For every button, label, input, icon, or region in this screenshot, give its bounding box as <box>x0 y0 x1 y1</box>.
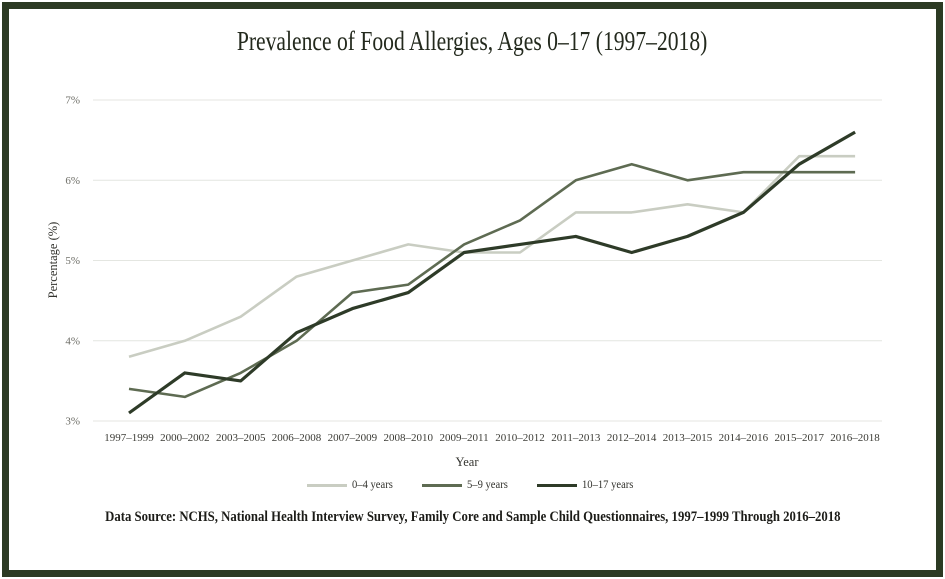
legend-item-0-4-years: 0–4 years <box>306 479 396 491</box>
x-tick-label: 2008–2010 <box>384 432 434 444</box>
legend-line-swatch <box>422 483 463 487</box>
legend-line-swatch <box>306 483 347 487</box>
x-tick-label: 2014–2016 <box>719 432 769 444</box>
y-axis-label: Percentage (%) <box>46 222 60 299</box>
x-tick-label: 2016–2018 <box>830 432 880 444</box>
series-line-10-17-years <box>128 130 856 415</box>
x-tick-label: 2012–2014 <box>607 432 657 444</box>
legend-item-5-9-years: 5–9 years <box>422 479 511 491</box>
x-tick-label: 2010–2012 <box>495 432 545 444</box>
y-tick-label: 4% <box>65 335 80 347</box>
gridline-layer <box>93 99 882 422</box>
y-tick-label: 7% <box>65 95 80 107</box>
legend-item-10-17-years: 10–17 years <box>537 479 638 491</box>
legend-label: 5–9 years <box>467 479 508 491</box>
x-tick-label: 2013–2015 <box>663 432 713 444</box>
chart-title: Prevalence of Food Allergies, Ages 0–17 … <box>237 26 708 56</box>
y-tick-label: 3% <box>65 416 80 428</box>
x-tick-label: 2007–2009 <box>328 432 378 444</box>
series-line-5-9-years <box>128 162 856 399</box>
series-line-0-4-years <box>128 154 856 359</box>
chart-legend: 0–4 years 5–9 years 10–17 years <box>0 479 945 491</box>
x-tick-label: 2011–2013 <box>551 432 601 444</box>
x-axis-label: Year <box>455 455 479 469</box>
legend-label: 10–17 years <box>582 479 634 491</box>
data-source-container: Data Source: NCHS, National Health Inter… <box>0 508 945 526</box>
x-tick-label: 2000–2002 <box>160 432 210 444</box>
x-tick-label: 1997–1999 <box>104 432 154 444</box>
series-line-layer <box>128 130 856 415</box>
legend-line-swatch <box>537 483 578 487</box>
x-tick-label: 2003–2005 <box>216 432 266 444</box>
x-tick-label: 2009–2011 <box>440 432 489 444</box>
y-tick-label: 6% <box>65 175 80 187</box>
chart-title-container: Prevalence of Food Allergies, Ages 0–17 … <box>0 26 945 57</box>
data-source-text: Data Source: NCHS, National Health Inter… <box>104 509 841 525</box>
axis-tick-layer: 3% 4% 5% 6% 7% 1997–1999 2000–2002 2003–2005 200… <box>65 95 880 445</box>
y-tick-label: 5% <box>65 255 80 267</box>
x-tick-label: 2015–2017 <box>774 432 824 444</box>
x-tick-label: 2006–2008 <box>272 432 322 444</box>
legend-label: 0–4 years <box>351 479 393 491</box>
